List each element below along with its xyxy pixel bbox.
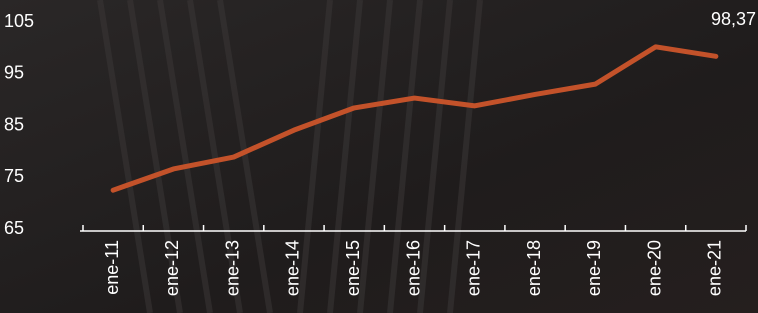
y-tick-label: 85 (4, 114, 24, 134)
x-tick-label: ene-11 (102, 240, 122, 295)
chart: 65 75 85 95 105 ene-11 ene-12 ene-13 ene-14 ene-1… (0, 0, 758, 313)
x-tick-label: ene-21 (705, 240, 725, 296)
data-label: 98,37 (711, 9, 756, 29)
x-tick-label: ene-20 (644, 240, 664, 296)
x-tick-label: ene-19 (584, 240, 604, 296)
y-tick-label: 65 (4, 218, 24, 238)
x-tick-label: ene-17 (464, 240, 484, 296)
x-tick-label: ene-18 (524, 240, 544, 296)
x-tick-label: ene-12 (162, 240, 182, 296)
x-tick-label: ene-16 (403, 240, 423, 296)
x-tick-label: ene-14 (283, 240, 303, 296)
y-tick-label: 105 (4, 11, 34, 31)
x-tick-label: ene-15 (343, 240, 363, 296)
page: 65 75 85 95 105 ene-11 ene-12 ene-13 ene-14 ene-1… (0, 0, 758, 313)
y-tick-label: 95 (4, 63, 24, 83)
x-tick-label: ene-13 (222, 240, 242, 296)
y-tick-label: 75 (4, 166, 24, 186)
